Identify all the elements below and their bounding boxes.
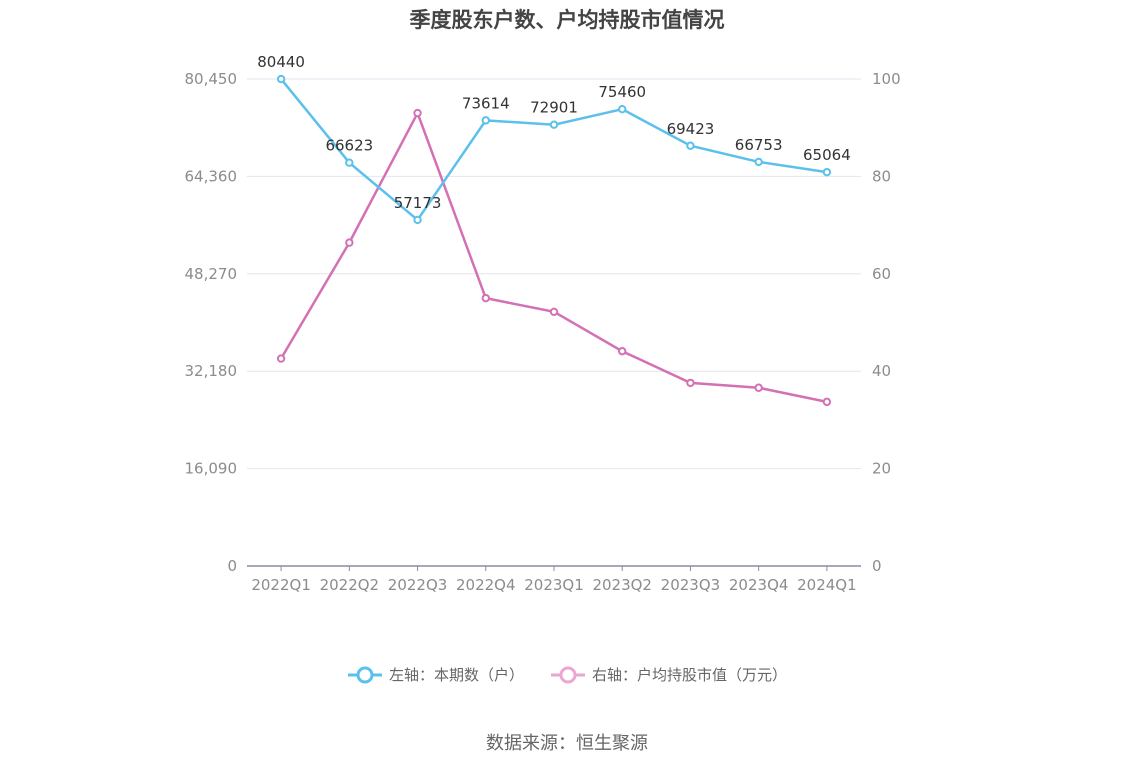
right-tick-label: 100 <box>872 70 901 88</box>
right-tick-label: 60 <box>872 265 891 283</box>
x-tick-label: 2024Q1 <box>797 576 857 594</box>
line-chart: 0 16,090 32,180 48,270 64,360 80,450 0 20 40 60 8… <box>185 53 901 594</box>
left-series-point <box>822 167 832 177</box>
right-series-point <box>754 383 763 392</box>
left-tick-label: 64,360 <box>185 167 238 185</box>
left-series-point <box>686 141 695 150</box>
legend: 左轴：本期数（户） 右轴：户均持股市值（万元） <box>0 664 1134 685</box>
right-tick-label: 80 <box>872 167 891 185</box>
left-series-point <box>549 120 559 129</box>
x-tick-label: 2022Q2 <box>320 576 380 594</box>
left-axis-ticks: 0 16,090 32,180 48,270 64,360 80,450 <box>185 70 238 575</box>
data-label: 65064 <box>803 146 851 164</box>
data-labels: 80440 66623 57173 73614 72901 75460 69423 66753… <box>257 53 850 212</box>
left-series-point <box>276 74 286 84</box>
data-label: 69423 <box>667 120 715 138</box>
legend-line-marker-icon <box>347 666 382 683</box>
right-tick-label: 40 <box>872 362 891 380</box>
right-series-point <box>276 354 286 363</box>
legend-label-right-series: 右轴：户均持股市值（万元） <box>592 666 788 684</box>
right-series-point <box>345 238 354 247</box>
right-tick-label: 20 <box>872 460 891 478</box>
right-series-point <box>686 378 695 388</box>
x-tick-label: 2023Q2 <box>592 576 652 594</box>
data-label: 66753 <box>735 136 783 154</box>
x-tick-label: 2023Q3 <box>661 576 721 594</box>
left-tick-label: 32,180 <box>185 362 238 380</box>
right-series-line <box>280 110 828 404</box>
legend-item-left-series[interactable]: 左轴：本期数（户） <box>347 664 524 685</box>
left-tick-label: 0 <box>227 557 237 575</box>
x-tick-label: 2023Q1 <box>524 576 584 594</box>
x-tick-label: 2022Q4 <box>456 576 516 594</box>
legend-line-marker-icon <box>551 666 585 683</box>
data-label: 57173 <box>394 194 442 212</box>
left-series-point <box>413 215 422 225</box>
right-series-point <box>549 307 559 316</box>
left-tick-label: 80,450 <box>185 70 238 88</box>
left-series-point <box>345 158 354 167</box>
data-label: 72901 <box>530 99 578 117</box>
data-label: 80440 <box>257 53 305 71</box>
left-tick-label: 48,270 <box>185 265 238 283</box>
legend-item-right-series[interactable]: 右轴：户均持股市值（万元） <box>550 664 787 685</box>
series-points <box>276 74 832 407</box>
data-label: 75460 <box>598 83 646 101</box>
x-tick-label: 2022Q1 <box>251 576 311 594</box>
x-axis-ticks: 2022Q1 2022Q2 2022Q3 2022Q4 2023Q1 2023Q2 2023… <box>251 566 857 594</box>
data-label: 73614 <box>462 94 510 112</box>
right-series-point <box>618 347 627 356</box>
x-tick-label: 2023Q4 <box>729 576 789 594</box>
left-tick-label: 16,090 <box>185 460 238 478</box>
data-label: 66623 <box>325 137 373 155</box>
right-series-point <box>481 293 490 303</box>
legend-label-left-series: 左轴：本期数（户） <box>388 666 524 684</box>
left-series-point <box>618 105 627 114</box>
right-series-point <box>822 397 832 407</box>
left-series-point <box>754 157 763 167</box>
chart-title: 季度股东户数、户均持股市值情况 <box>409 8 725 32</box>
right-series-point <box>413 108 422 118</box>
data-source: 数据来源：恒生聚源 <box>486 733 648 754</box>
x-tick-label: 2022Q3 <box>388 576 448 594</box>
right-tick-label: 0 <box>872 557 882 575</box>
left-series-point <box>481 116 490 125</box>
right-axis-ticks: 0 20 40 60 80 100 <box>872 70 901 575</box>
